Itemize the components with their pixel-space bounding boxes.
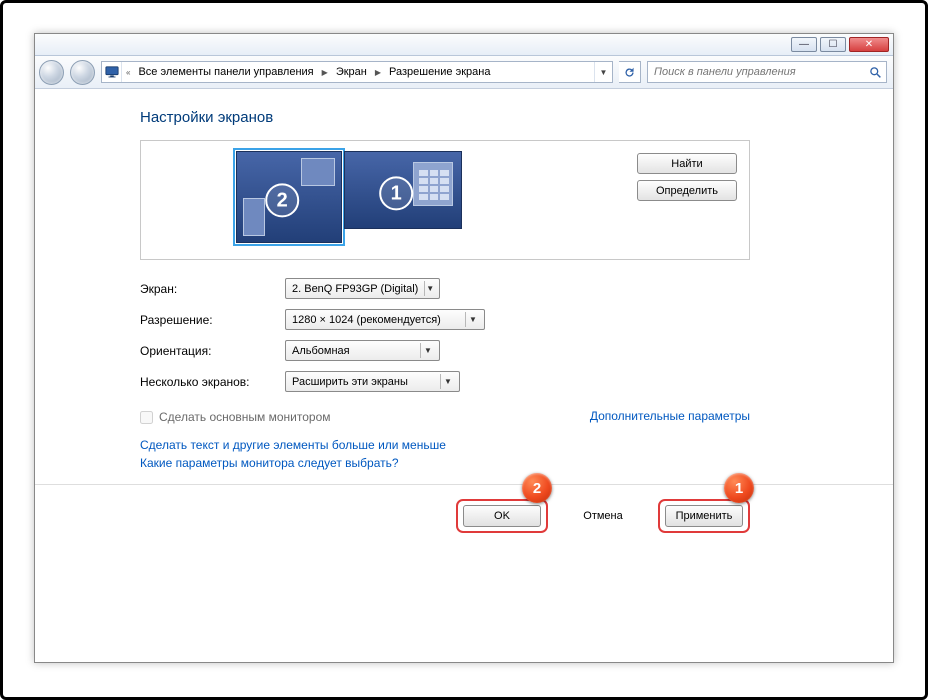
make-primary-checkbox[interactable]: [140, 411, 153, 424]
crumb-control-panel[interactable]: Все элементы панели управления: [134, 66, 317, 78]
address-bar[interactable]: « Все элементы панели управления ▶ Экран…: [101, 61, 613, 83]
refresh-button[interactable]: [619, 61, 641, 83]
page-title: Настройки экранов: [140, 109, 873, 126]
identify-button[interactable]: Определить: [637, 180, 737, 201]
chevron-down-icon: ▼: [420, 343, 435, 358]
ok-highlight: 2 OK: [456, 499, 548, 533]
minimize-button[interactable]: —: [791, 37, 817, 52]
multiple-displays-label: Несколько экранов:: [140, 375, 285, 389]
display-combo[interactable]: 2. BenQ FP93GP (Digital) ▼: [285, 278, 440, 299]
orientation-combo[interactable]: Альбомная ▼: [285, 340, 440, 361]
breadcrumb: « Все элементы панели управления ▶ Экран…: [122, 62, 494, 82]
titlebar: — ☐ ✕: [35, 34, 893, 56]
crumb-screen[interactable]: Экран: [332, 66, 371, 78]
chevron-left-icon: «: [122, 68, 134, 77]
monitor-icon: [102, 62, 122, 82]
apply-highlight: 1 Применить: [658, 499, 750, 533]
resolution-label: Разрешение:: [140, 313, 285, 327]
make-primary-label: Сделать основным монитором: [159, 410, 331, 424]
monitor-2[interactable]: 2: [236, 151, 342, 243]
multiple-displays-value: Расширить эти экраны: [292, 376, 434, 388]
divider: [35, 484, 893, 485]
search-box[interactable]: [647, 61, 887, 83]
monitor-2-number: 2: [265, 183, 299, 217]
search-input[interactable]: [648, 66, 864, 78]
chevron-down-icon: ▼: [440, 374, 455, 389]
ok-button[interactable]: OK: [463, 505, 541, 527]
close-button[interactable]: ✕: [849, 37, 889, 52]
chevron-right-icon: ▶: [318, 68, 332, 77]
which-monitor-link[interactable]: Какие параметры монитора следует выбрать…: [140, 456, 399, 470]
nav-back-button[interactable]: [39, 60, 64, 85]
badge-1: 1: [724, 473, 754, 503]
chevron-down-icon: ▼: [424, 281, 435, 296]
chevron-right-icon: ▶: [371, 68, 385, 77]
multiple-displays-combo[interactable]: Расширить эти экраны ▼: [285, 371, 460, 392]
content-area: Настройки экранов 2 1 Найти Определить: [35, 89, 893, 662]
control-panel-window: — ☐ ✕ « Все элементы панели управления ▶…: [34, 33, 894, 663]
text-size-link[interactable]: Сделать текст и другие элементы больше и…: [140, 438, 446, 452]
orientation-label: Ориентация:: [140, 344, 285, 358]
chevron-down-icon: ▼: [465, 312, 480, 327]
display-label: Экран:: [140, 282, 285, 296]
dialog-buttons: 2 OK Отмена 1 Применить: [140, 499, 750, 533]
monitor-preview-box: 2 1 Найти Определить: [140, 140, 750, 260]
resolution-combo[interactable]: 1280 × 1024 (рекомендуется) ▼: [285, 309, 485, 330]
monitor-1-number: 1: [379, 176, 413, 210]
nav-forward-button[interactable]: [70, 60, 95, 85]
search-icon[interactable]: [864, 66, 886, 79]
monitor-1[interactable]: 1: [344, 151, 462, 229]
cancel-button[interactable]: Отмена: [564, 505, 642, 527]
orientation-value: Альбомная: [292, 345, 414, 357]
address-dropdown[interactable]: ▼: [594, 62, 612, 82]
apply-button[interactable]: Применить: [665, 505, 743, 527]
advanced-settings-link[interactable]: Дополнительные параметры: [590, 409, 750, 423]
find-button[interactable]: Найти: [637, 153, 737, 174]
crumb-resolution[interactable]: Разрешение экрана: [385, 66, 494, 78]
nav-bar: « Все элементы панели управления ▶ Экран…: [35, 56, 893, 89]
maximize-button[interactable]: ☐: [820, 37, 846, 52]
resolution-value: 1280 × 1024 (рекомендуется): [292, 314, 459, 326]
badge-2: 2: [522, 473, 552, 503]
display-value: 2. BenQ FP93GP (Digital): [292, 283, 418, 295]
